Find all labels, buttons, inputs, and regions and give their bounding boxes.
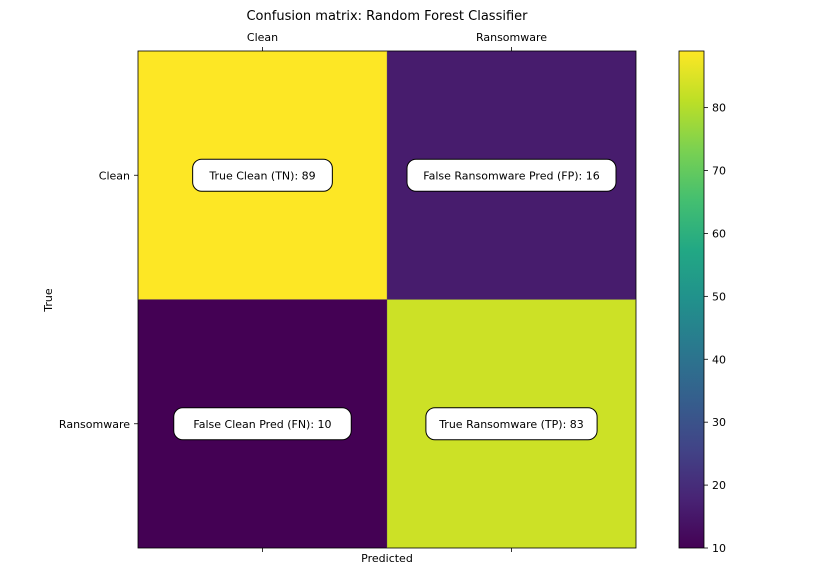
cell-label: True Clean (TN): 89 bbox=[208, 169, 315, 182]
y-tick-label: Clean bbox=[99, 169, 130, 182]
cell-label-box bbox=[406, 158, 617, 192]
x-tick-label: Clean bbox=[247, 31, 278, 44]
colorbar-tick-label: 80 bbox=[712, 102, 726, 115]
cell-label: False Clean Pred (FN): 10 bbox=[193, 418, 331, 431]
cell-label: False Ransomware Pred (FP): 16 bbox=[423, 169, 599, 182]
colorbar-tick-label: 30 bbox=[712, 416, 726, 429]
x-axis-label: Predicted bbox=[361, 552, 413, 565]
colorbar-tick-label: 50 bbox=[712, 290, 726, 303]
colorbar-tick-label: 40 bbox=[712, 353, 726, 366]
colorbar-tick-label: 20 bbox=[712, 479, 726, 492]
cell-labels: True Clean (TN): 89 False Ransomware Pred… bbox=[173, 158, 617, 441]
cell-label-box bbox=[192, 158, 333, 192]
cell-label-box bbox=[425, 407, 598, 441]
y-tick-label: Ransomware bbox=[59, 418, 130, 431]
heatmap-cells bbox=[137, 50, 637, 549]
colorbar: 10 20 30 40 50 60 70 80 bbox=[678, 50, 726, 555]
cell-label: True Ransomware (TP): 83 bbox=[438, 418, 584, 431]
cell-label-box bbox=[173, 407, 352, 441]
y-axis-label: True bbox=[42, 288, 55, 313]
x-tick-label: Ransomware bbox=[476, 31, 547, 44]
axis-ticks: Clean Ransomware Clean Ransomware bbox=[59, 31, 547, 552]
colorbar-tick-label: 60 bbox=[712, 227, 726, 240]
colorbar-tick-label: 70 bbox=[712, 165, 726, 178]
colorbar-gradient bbox=[678, 50, 705, 549]
chart-title: Confusion matrix: Random Forest Classifi… bbox=[246, 9, 528, 24]
colorbar-tick-label: 10 bbox=[712, 542, 726, 555]
